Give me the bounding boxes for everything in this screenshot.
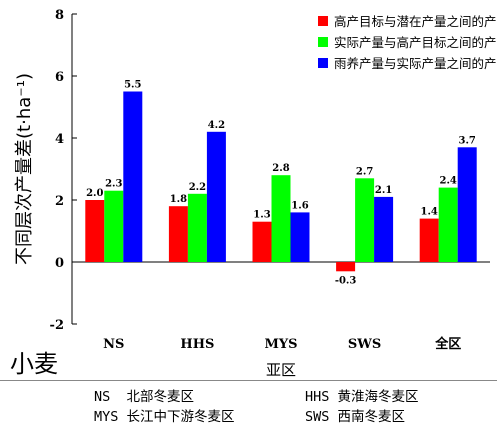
data-label: 1.6 <box>291 200 308 211</box>
x-axis-title: 亚区 <box>266 361 296 379</box>
legend-label: 高产目标与潜在产量之间的产量差 <box>334 14 497 29</box>
note-ns: NS 北部冬麦区 <box>94 389 195 405</box>
plot-area: -2 0 2 4 6 8 2.02.3 5.5 NS 1.82.2 4.2 HHS 1.3 2.8 1.6 M… <box>10 8 497 379</box>
bar <box>123 91 143 262</box>
bar <box>187 193 207 262</box>
legend-label: 实际产量与高产目标之间的产量差 <box>334 35 497 50</box>
bar <box>252 221 272 262</box>
data-label: 5.5 <box>124 80 141 91</box>
y-tick-label: 2 <box>55 194 64 209</box>
x-tick-label: MYS <box>264 337 297 352</box>
data-label: 1.4 <box>420 207 437 218</box>
data-label: 2.2 <box>189 182 206 193</box>
abbreviation-notes: NS 北部冬麦区 HHS 黄淮海冬麦区 MYS 长江中下游冬麦区 SWS 西南冬… <box>0 380 497 433</box>
x-tick-label: 全区 <box>434 336 461 352</box>
note-mys: MYS 长江中下游冬麦区 <box>94 409 235 425</box>
data-label: 1.3 <box>253 210 270 221</box>
bar <box>336 262 356 272</box>
crop-label: 小麦 <box>10 350 58 378</box>
data-label: 2.1 <box>375 185 392 196</box>
bar <box>271 175 291 262</box>
bar <box>104 190 124 262</box>
data-label: 2.4 <box>439 176 456 187</box>
legend-swatch <box>318 16 328 26</box>
bar <box>457 147 477 262</box>
data-label: 3.7 <box>458 135 475 146</box>
bar <box>85 200 105 262</box>
y-axis-title: 不同层次产量差(t·ha⁻¹) <box>14 73 35 265</box>
bar <box>168 206 188 262</box>
data-label: 2.3 <box>105 179 122 190</box>
bar-chart: -2 0 2 4 6 8 2.02.3 5.5 NS 1.82.2 4.2 HHS 1.3 2.8 1.6 M… <box>10 8 497 379</box>
x-tick-label: SWS <box>348 337 381 352</box>
bar <box>438 187 458 262</box>
data-label: -0.3 <box>335 275 357 286</box>
y-tick-label: 8 <box>55 8 64 23</box>
note-hhs: HHS 黄淮海冬麦区 <box>305 389 419 405</box>
y-tick-label: 6 <box>55 70 64 85</box>
bar <box>374 196 394 262</box>
x-tick-label: HHS <box>180 337 214 352</box>
data-label: 1.8 <box>170 194 187 205</box>
y-tick-label: 0 <box>55 256 64 271</box>
data-label: 4.2 <box>208 120 225 131</box>
bar <box>419 218 439 262</box>
x-tick-label: NS <box>103 337 124 352</box>
data-label: 2.7 <box>356 166 373 177</box>
legend-swatch <box>318 37 328 47</box>
legend-swatch <box>318 58 328 68</box>
y-tick-label: 4 <box>55 132 64 147</box>
legend-label: 雨养产量与实际产量之间的产量差 <box>334 56 497 71</box>
note-sws: SWS 西南冬麦区 <box>305 409 406 425</box>
data-label: 2.0 <box>86 188 103 199</box>
y-tick-label: -2 <box>50 318 64 333</box>
bar <box>355 178 375 262</box>
data-label: 2.8 <box>272 163 289 174</box>
bar <box>290 212 310 262</box>
bar <box>206 131 226 262</box>
